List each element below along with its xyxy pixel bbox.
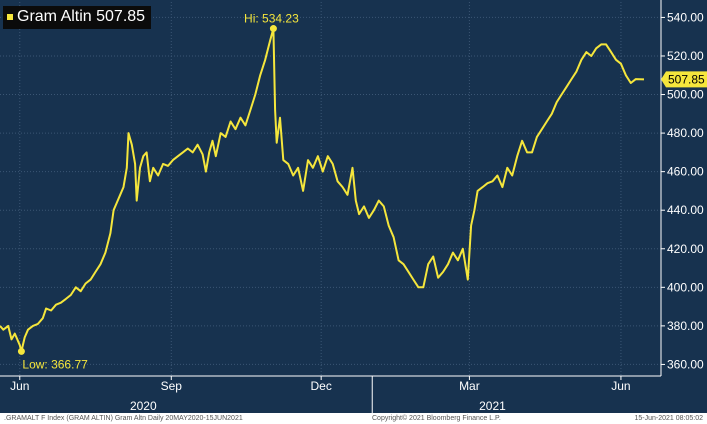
y-tick-label: 360.00 bbox=[667, 357, 704, 371]
chart-background bbox=[0, 0, 707, 413]
footer-index-info: .GRAMALT F Index (GRAM ALTIN) Gram Altn … bbox=[4, 415, 243, 422]
annotation-layer: Hi: 534.23 Low: 366.77 bbox=[17, 12, 299, 371]
year-label: 2021 bbox=[479, 399, 506, 413]
x-tick-label: Sep bbox=[161, 379, 183, 393]
y-tick-label: 520.00 bbox=[667, 49, 704, 63]
series-line-gram-altin bbox=[0, 27, 645, 353]
y-tick-label: 420.00 bbox=[667, 242, 704, 256]
y-tick-label: 540.00 bbox=[667, 10, 704, 24]
high-marker bbox=[269, 25, 277, 33]
grid-layer bbox=[0, 2, 661, 376]
y-tick-label: 400.00 bbox=[667, 280, 704, 294]
x-tick-label: Jun bbox=[10, 379, 29, 393]
y-tick-label: 460.00 bbox=[667, 165, 704, 179]
last-value-badge bbox=[661, 71, 707, 88]
x-tick-label: Mar bbox=[459, 379, 480, 393]
low-label: Low: 366.77 bbox=[22, 357, 88, 371]
footer-bar: .GRAMALT F Index (GRAM ALTIN) Gram Altn … bbox=[0, 413, 707, 424]
y-tick-label: 440.00 bbox=[667, 203, 704, 217]
series-layer: 507.85 bbox=[0, 27, 707, 353]
high-label: Hi: 534.23 bbox=[244, 12, 299, 26]
x-tick-label: Dec bbox=[311, 379, 332, 393]
footer-copyright: Copyright© 2021 Bloomberg Finance L.P. bbox=[372, 415, 501, 422]
legend-label: Gram Altin 507.85 bbox=[17, 8, 146, 25]
legend: Gram Altin 507.85 bbox=[3, 6, 152, 29]
legend-swatch-icon bbox=[7, 14, 13, 20]
y-tick-label: 380.00 bbox=[667, 319, 704, 333]
year-label: 2020 bbox=[130, 399, 157, 413]
line-chart: 360.00 380.00 400.00 420.00 440.00 460.00 480.… bbox=[0, 0, 707, 413]
footer-timestamp: 15-Jun-2021 08:05:02 bbox=[634, 415, 704, 422]
x-tick-label: Jun bbox=[611, 379, 630, 393]
y-tick-label: 500.00 bbox=[667, 88, 704, 102]
y-tick-label: 480.00 bbox=[667, 126, 704, 140]
last-value-label: 507.85 bbox=[668, 72, 705, 86]
low-marker bbox=[17, 347, 25, 355]
axis-layer: 360.00 380.00 400.00 420.00 440.00 460.00 480.… bbox=[0, 0, 704, 413]
